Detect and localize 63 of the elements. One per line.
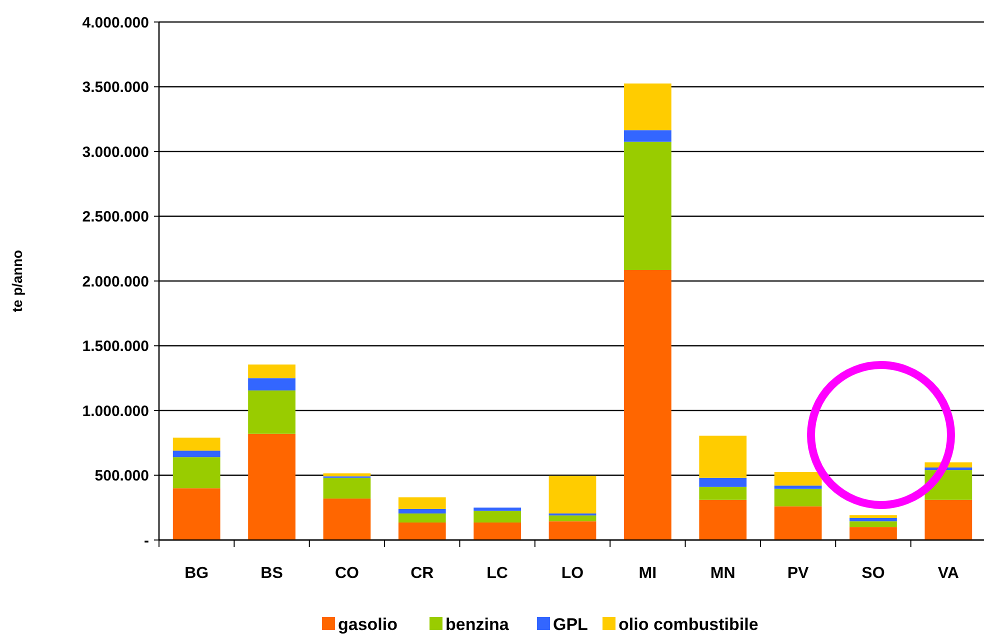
bar bbox=[172, 457, 220, 488]
bar bbox=[850, 518, 897, 522]
bar bbox=[774, 486, 822, 489]
bar bbox=[323, 498, 371, 540]
bar bbox=[248, 378, 296, 390]
bar bbox=[699, 478, 747, 487]
x-tick-label: LO bbox=[561, 565, 584, 582]
legend-label: gasolio bbox=[338, 615, 398, 634]
bar bbox=[699, 436, 747, 478]
bar bbox=[474, 510, 521, 523]
y-tick-label: 1.000.000 bbox=[82, 402, 149, 420]
bar bbox=[323, 478, 371, 499]
x-tick-label: VA bbox=[938, 565, 960, 582]
bar bbox=[172, 438, 220, 451]
bar bbox=[248, 364, 296, 378]
y-tick-label: 3.500.000 bbox=[82, 79, 149, 96]
bar bbox=[172, 450, 220, 458]
y-tick-label: 3.000.000 bbox=[82, 144, 149, 161]
bar bbox=[398, 513, 446, 523]
bar bbox=[548, 521, 596, 540]
bar bbox=[774, 506, 822, 540]
x-tick-label: BG bbox=[184, 565, 209, 582]
bar bbox=[624, 270, 672, 540]
y-tick-label: 2.500.000 bbox=[82, 208, 149, 226]
x-tick-label: MI bbox=[638, 565, 657, 582]
bar bbox=[624, 130, 672, 142]
bar bbox=[398, 497, 446, 509]
legend-label: GPL bbox=[553, 615, 588, 634]
bar bbox=[699, 500, 747, 540]
x-tick-label: CR bbox=[410, 565, 434, 582]
bar bbox=[774, 472, 822, 486]
bar bbox=[172, 488, 220, 540]
x-tick-label: CO bbox=[334, 565, 359, 582]
bar bbox=[248, 434, 296, 540]
y-axis-title: te p/anno bbox=[9, 250, 25, 312]
bar bbox=[398, 508, 446, 514]
y-tick-label: 1.500.000 bbox=[82, 338, 149, 355]
bar bbox=[850, 527, 897, 540]
bar bbox=[624, 142, 672, 270]
bar bbox=[248, 390, 296, 434]
x-tick-label: PV bbox=[787, 565, 810, 582]
bar bbox=[323, 473, 371, 476]
x-tick-label: BS bbox=[260, 565, 284, 582]
x-tick-label: SO bbox=[862, 565, 885, 582]
bar bbox=[850, 515, 897, 518]
x-tick-label: LC bbox=[486, 565, 508, 582]
bar bbox=[774, 488, 822, 506]
bar bbox=[624, 84, 672, 130]
y-tick-label: 4.000.000 bbox=[82, 14, 149, 32]
y-tick-label: 2.000.000 bbox=[82, 273, 149, 290]
bar bbox=[548, 515, 596, 522]
bar bbox=[474, 508, 521, 511]
legend-label: benzina bbox=[446, 615, 510, 634]
bar bbox=[474, 522, 521, 540]
bar bbox=[850, 521, 897, 528]
legend-label: olio combustibile bbox=[618, 615, 758, 634]
bar bbox=[398, 522, 446, 540]
x-tick-label: MN bbox=[710, 565, 736, 582]
y-tick-label: 500.000 bbox=[94, 468, 149, 484]
bar bbox=[548, 476, 596, 514]
y-tick-label: - bbox=[144, 532, 149, 550]
bar bbox=[924, 500, 972, 540]
bar bbox=[699, 486, 747, 500]
